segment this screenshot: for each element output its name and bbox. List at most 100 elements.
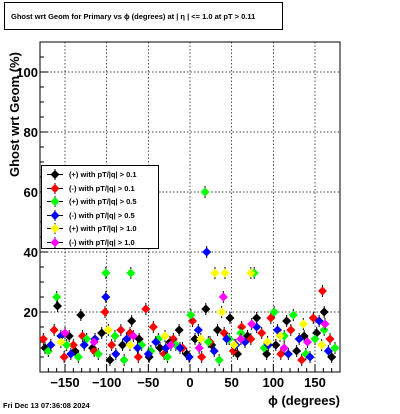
data-point [46,339,56,351]
data-point [53,300,62,312]
data-point [222,333,232,345]
data-point [89,336,99,348]
data-point [60,327,70,339]
data-point [175,342,185,354]
data-point [236,333,246,345]
data-point [160,330,170,342]
data-point [279,342,289,354]
data-point [325,333,335,345]
data-point [174,324,184,336]
data-point [194,342,204,354]
data-point [298,318,308,330]
data-point [203,336,213,348]
data-point [196,333,206,345]
data-point [163,351,172,363]
data-point [276,348,286,360]
data-point [184,351,194,363]
data-point [103,324,113,336]
data-point [66,348,76,360]
legend-marker [47,209,63,221]
data-point [79,339,89,351]
y-tick-label: 80 [24,125,38,140]
data-point [59,351,69,363]
x-tick-label: 150 [304,375,326,390]
data-point [116,324,126,336]
data-point [126,267,136,279]
data-point [122,333,132,345]
data-point [186,309,196,321]
data-point [318,285,327,297]
data-point [220,267,230,279]
data-point [218,291,228,303]
legend-entry: (-) with pT/|q| > 0.5 [42,209,158,222]
data-point [288,309,298,321]
data-point [200,186,210,198]
data-point [257,327,267,339]
data-point [319,324,329,336]
data-point [62,339,72,351]
data-point [119,354,129,366]
legend-marker [47,169,63,180]
data-point [125,339,135,351]
legend-label: (+) with pT/|q| > 0.1 [69,170,137,179]
y-tick-label: 100 [16,65,38,80]
data-point [214,354,224,366]
legend-marker [47,196,63,207]
data-point [209,345,219,357]
data-point [110,330,120,342]
timestamp-footer: Fri Dec 13 07:36:08 2024 [3,401,90,410]
legend: (+) with pT/|q| > 0.1 (-) with pT/|q| > 0… [41,165,159,249]
data-point [271,339,281,351]
legend-marker [47,182,63,194]
legend-label: (-) with pT/|q| > 0.1 [69,183,135,193]
data-point [202,246,212,258]
x-axis-label: ϕ (degrees) [268,393,340,408]
data-point [100,306,110,318]
data-point [213,324,222,336]
legend-marker [47,236,63,248]
data-point [330,342,340,354]
legend-marker [47,223,63,234]
legend-entry: (+) with pT/|q| > 0.1 [42,168,158,181]
data-point [237,321,247,333]
data-point [317,339,327,351]
data-point [225,312,235,324]
data-point [319,306,329,318]
legend-entry: (+) with pT/|q| > 1.0 [42,222,158,235]
data-point [133,351,143,363]
data-point [275,330,285,342]
legend-entry: (+) with pT/|q| > 0.5 [42,195,158,208]
data-point [294,333,304,345]
data-point [229,339,239,351]
data-point [327,351,337,363]
data-point [201,303,211,315]
data-point [93,348,103,360]
data-point [107,339,117,351]
data-point [217,306,227,318]
y-tick-label: 20 [24,305,38,320]
data-point [141,303,151,315]
data-point [297,354,307,366]
data-point [247,318,257,330]
legend-label: (-) with pT/|q| > 1.0 [69,237,135,247]
data-point [49,324,59,336]
data-point [73,351,83,363]
data-point [283,348,293,360]
data-point [52,291,62,303]
data-point [38,333,48,345]
x-tick-label: 100 [262,375,284,390]
data-point [246,267,256,279]
data-point [303,336,312,348]
data-point [128,330,138,342]
axis-ticks: −150 −100 −50 0 50 100 150 20 40 60 80 100 [16,41,341,390]
y-tick-label: 40 [24,245,38,260]
data-point [323,345,333,357]
data-point [148,321,158,333]
data-point [151,336,161,348]
data-point [269,306,279,318]
legend-entry: (-) with pT/|q| > 1.0 [42,236,158,249]
data-point [305,351,315,363]
chart-title: Ghost wrt Geom for Primary vs ϕ (degrees… [4,2,283,30]
data-point [76,309,86,321]
